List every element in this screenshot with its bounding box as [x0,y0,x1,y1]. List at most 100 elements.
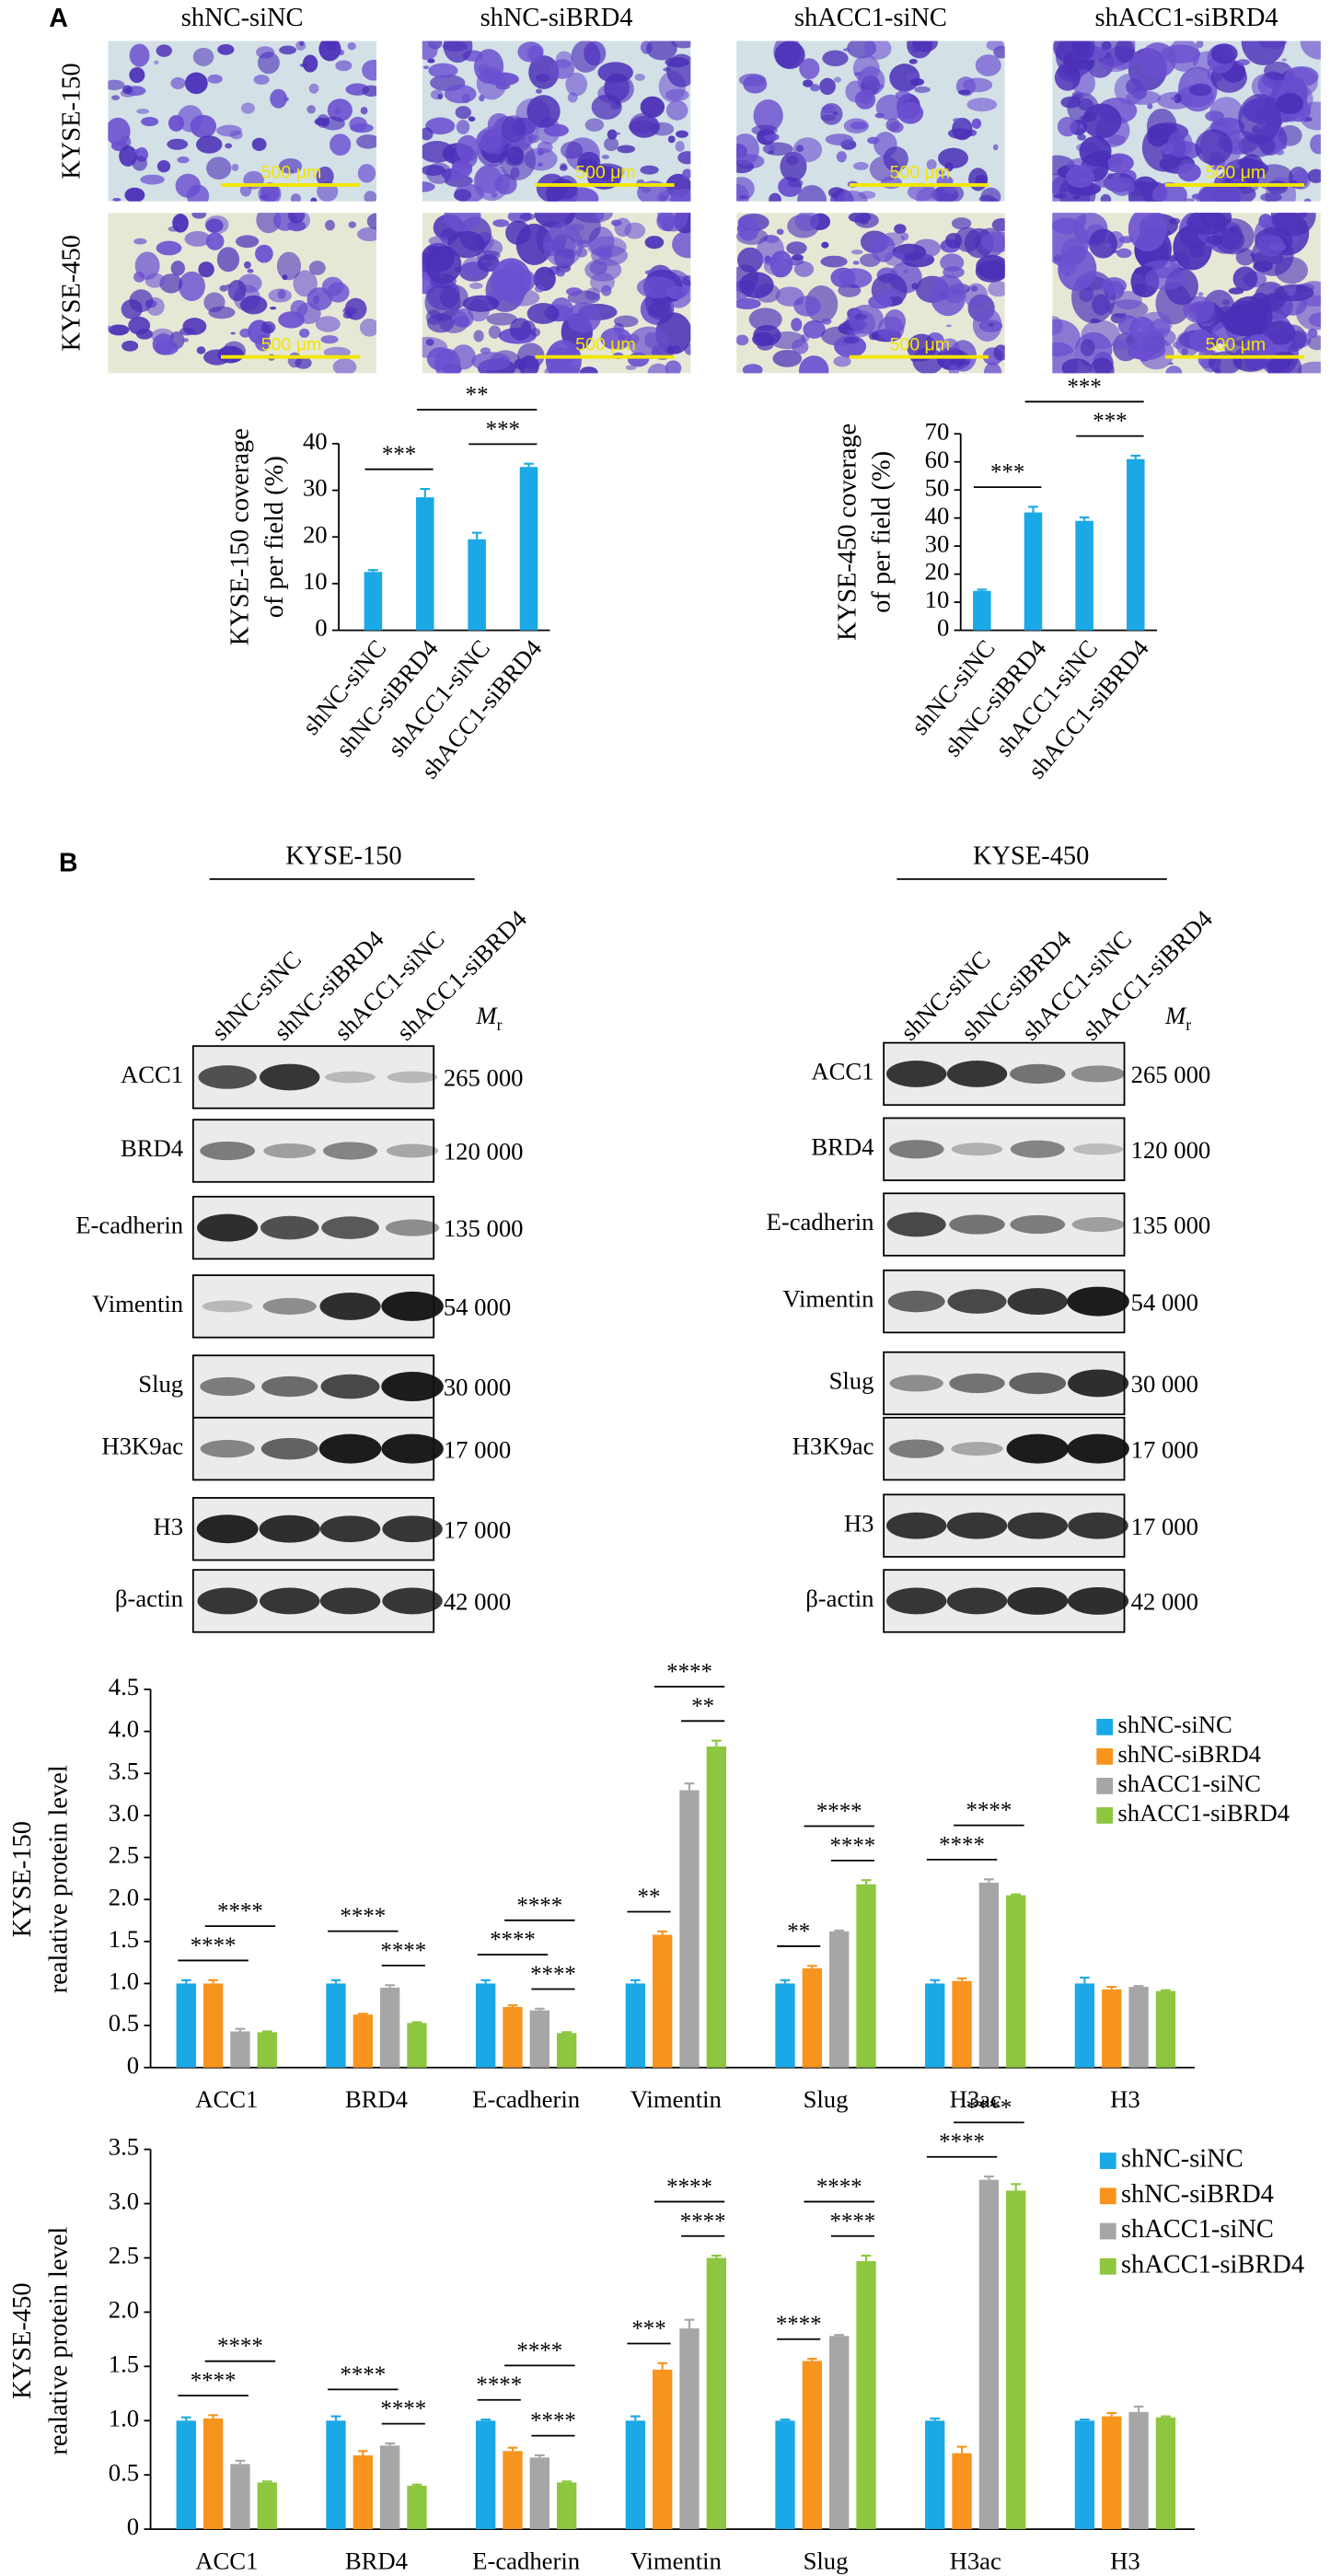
bar [475,1983,496,2068]
blot-band [202,1300,253,1313]
cell-blob [121,299,143,319]
cell-blob [926,158,937,170]
cell-blob [1080,339,1095,356]
error-bar [180,1978,191,1984]
blot-band [259,1063,320,1091]
error-bar [471,531,482,540]
blot-band [200,1141,256,1161]
cell-blob [422,165,445,176]
cell-blob [772,349,803,367]
column-title: shNC-siNC [181,4,304,32]
cell-blob [270,307,277,310]
error-bar [1079,516,1090,521]
significance-label: **** [380,2396,426,2421]
y-tick-label: 0 [937,614,949,642]
y-axis-label: KYSE-450 [8,2282,37,2398]
error-bar [1028,505,1038,513]
error-bar [956,2445,967,2454]
molecular-weight: 42 000 [1131,1588,1198,1616]
cell-blob [468,116,476,122]
cell-blob [219,284,228,292]
y-tick-label: 20 [303,520,328,548]
cell-blob [356,134,376,149]
cell-blob [794,213,820,232]
protein-label: H3K9ac [792,1433,874,1460]
cell-blob [647,301,673,320]
cell-blob [966,98,998,112]
cell-blob [958,89,971,96]
cell-blob [231,163,239,171]
error-bar [984,1878,994,1883]
column-title: shACC1-siNC [794,4,947,32]
error-bar [1161,1989,1171,1991]
bar [978,2179,1000,2530]
cell-blob [133,272,145,283]
cell-blob [293,270,318,297]
cell-blob [1189,243,1205,258]
mr-label: Mr [1164,1002,1191,1034]
blot-band [946,1587,1008,1615]
cell-blob [656,189,691,202]
scale-bar-label: 500 μm [1206,163,1267,183]
molecular-weight: 135 000 [444,1214,524,1242]
row-label: KYSE-150 [58,63,87,179]
cell-blob [528,55,560,89]
y-axis-label: of per field (%) [868,451,897,613]
cell-blob [738,195,748,200]
bar [706,2257,727,2530]
error-bar [368,569,378,573]
cell-blob [820,255,848,268]
x-tick-label: H3 [1110,2547,1140,2575]
cell-blob [170,76,186,89]
error-bar [480,1978,491,1984]
error-bar [930,1978,941,1984]
cell-blob [852,261,860,265]
bar [1024,512,1043,631]
error-bar [411,2021,422,2024]
significance-label: **** [217,1899,263,1924]
error-bar [420,487,431,498]
cell-blob [1307,328,1318,338]
blot-band [197,1213,259,1242]
blot-band [197,1587,258,1615]
bar [978,1882,1000,2068]
cell-blob [112,198,121,202]
blot-band [1067,1286,1129,1317]
cell-blob [976,254,1005,279]
error-bar [534,2454,545,2458]
cell-blob [868,331,879,341]
cell-blob [675,141,685,152]
x-tick-label: H3 [1110,2085,1140,2113]
cell-blob [794,298,804,306]
cell-blob [776,228,784,236]
cell-blob [1270,213,1316,237]
cell-blob [986,41,1005,52]
cell-blob [184,230,211,247]
cell-blob [1267,284,1278,290]
bar [1006,1895,1026,2068]
error-bar [208,2414,218,2419]
cell-blob [571,41,601,73]
blot-band [888,1140,944,1159]
cell-blob [843,336,860,344]
cell-blob [888,122,904,133]
cell-blob [253,75,270,85]
bar [379,1987,400,2068]
legend-label: shNC-siBRD4 [1121,2180,1274,2209]
protein-label: β-actin [805,1584,873,1612]
cell-blob [971,118,982,129]
cell-blob [318,41,341,62]
blot-band [1067,1587,1129,1615]
cell-blob [628,326,669,360]
cell-blob [907,41,933,59]
cell-blob [1229,226,1240,235]
error-bar [1161,2415,1171,2418]
bar [775,2420,795,2530]
cell-blob [240,295,268,315]
y-axis-label: KYSE-150 coverage [226,428,255,645]
protein-label: H3K9ac [101,1433,183,1460]
cell-blob [486,312,517,326]
significance-label: **** [530,1962,576,1987]
cell-blob [613,315,639,328]
protein-label: β-actin [115,1584,183,1612]
